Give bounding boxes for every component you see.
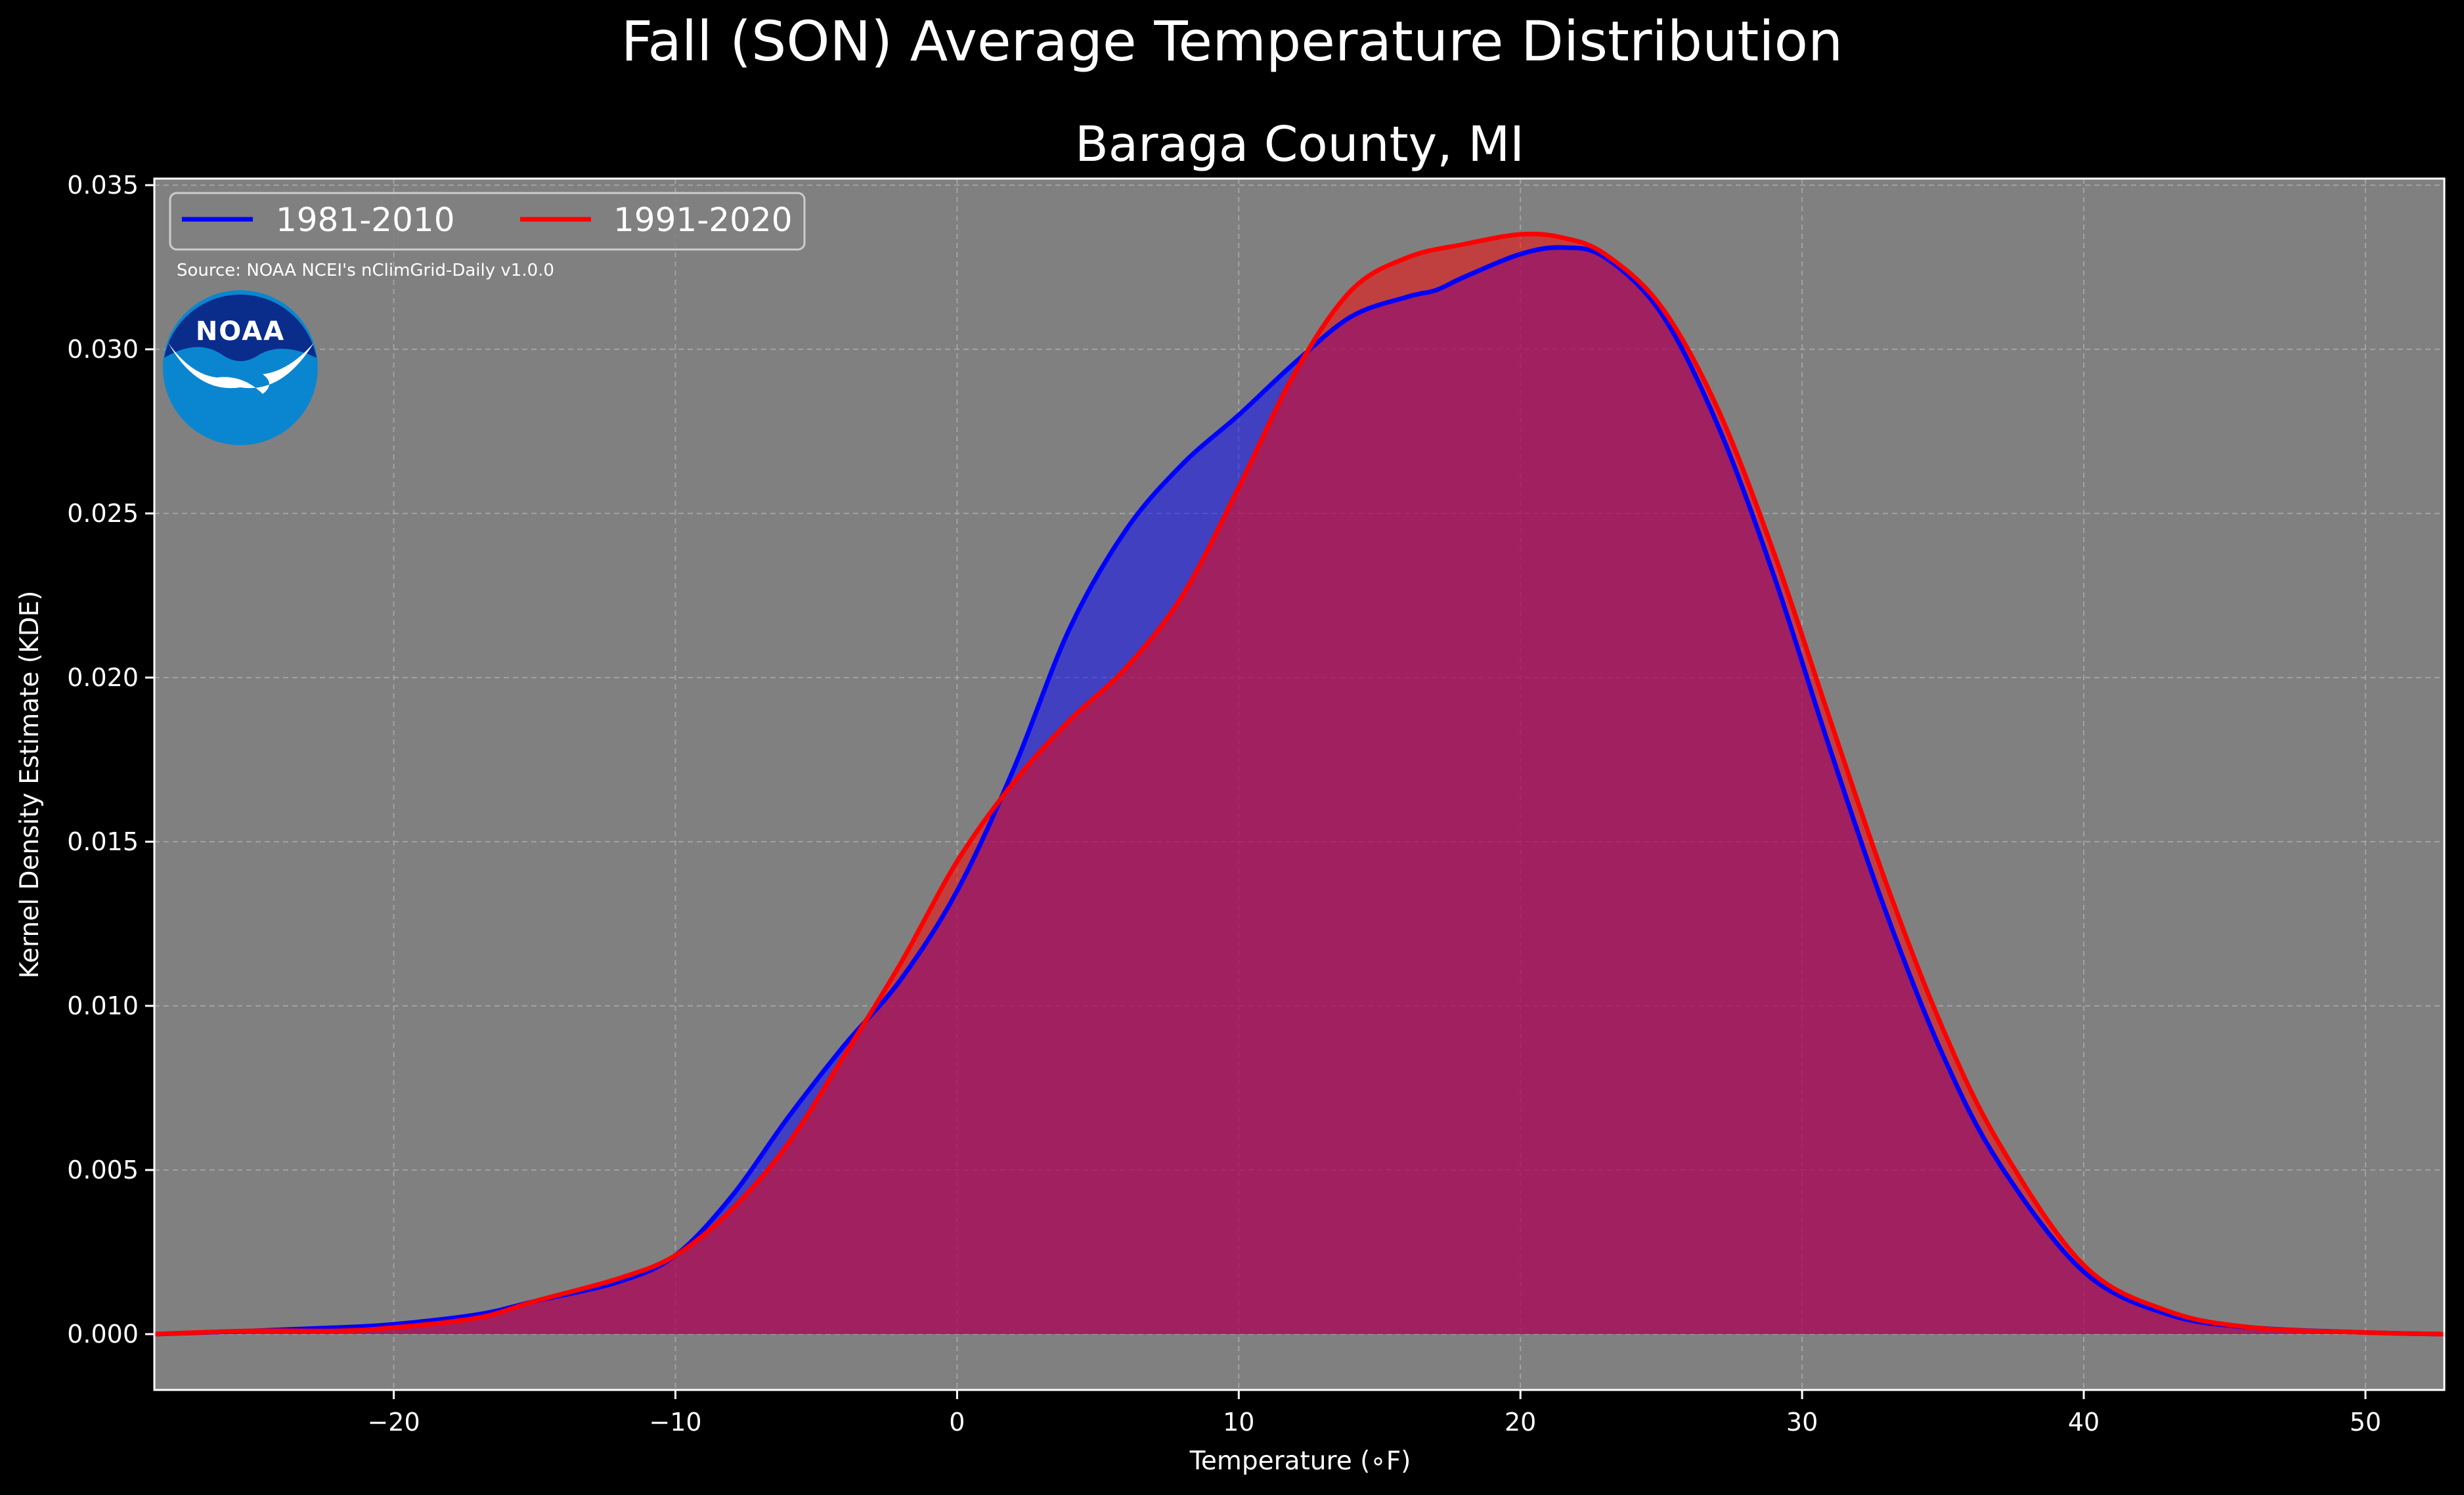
y-tick-label: 0.015 xyxy=(67,827,139,856)
y-tick-label: 0.035 xyxy=(67,171,139,200)
legend-label-1981-2010: 1981-2010 xyxy=(276,201,455,239)
y-tick-label: 0.030 xyxy=(67,335,139,364)
noaa-logo-top xyxy=(164,294,317,361)
x-axis: −20 −10 0 10 20 30 40 50 xyxy=(367,1390,2381,1437)
y-axis-label: Kernel Density Estimate (KDE) xyxy=(15,591,45,979)
x-tick-label: −20 xyxy=(367,1408,420,1437)
x-tick-label: −10 xyxy=(649,1408,701,1437)
y-tick-label: 0.010 xyxy=(67,991,139,1020)
x-tick-label: 50 xyxy=(2350,1408,2381,1437)
noaa-logo-text: NOAA xyxy=(196,316,285,347)
series-fill-1991-2020 xyxy=(154,234,2444,1334)
x-tick-label: 40 xyxy=(2068,1408,2100,1437)
x-tick-label: 10 xyxy=(1223,1408,1254,1437)
series-layer xyxy=(154,231,2445,1337)
source-note: Source: NOAA NCEI's nClimGrid-Daily v1.0… xyxy=(177,261,554,280)
x-tick-label: 0 xyxy=(949,1408,965,1437)
legend-box xyxy=(169,192,806,251)
noaa-logo: NOAA xyxy=(163,290,318,445)
noaa-logo-gull xyxy=(168,343,314,394)
x-tick-label: 20 xyxy=(1505,1408,1536,1437)
y-tick-label: 0.020 xyxy=(67,663,139,692)
x-axis-label: Temperature (∘F) xyxy=(1189,1446,1411,1476)
y-tick-label: 0.005 xyxy=(67,1156,139,1184)
y-tick-label: 0.025 xyxy=(67,499,139,528)
chart-subtitle: Baraga County, MI xyxy=(1075,116,1524,173)
legend-label-1991-2020: 1991-2020 xyxy=(613,201,793,239)
axes-frame xyxy=(153,177,2446,1391)
y-tick-label: 0.000 xyxy=(67,1320,139,1349)
chart-title: Fall (SON) Average Temperature Distribut… xyxy=(621,9,1843,74)
x-tick-label: 30 xyxy=(1786,1408,1818,1437)
series-line-1991-2020 xyxy=(154,231,2445,1337)
y-axis: 0.000 0.005 0.010 0.015 0.020 0.025 0.030 0.035 xyxy=(67,171,154,1349)
legend: 1981-2010 1991-2020 xyxy=(169,192,806,251)
